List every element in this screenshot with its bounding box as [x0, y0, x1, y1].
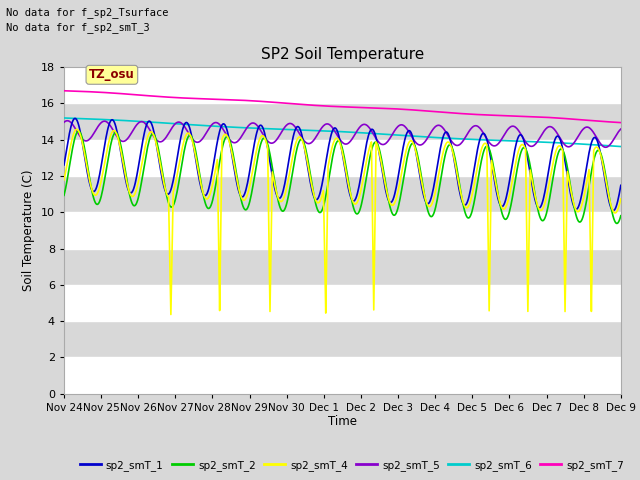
- Text: No data for f_sp2_smT_3: No data for f_sp2_smT_3: [6, 22, 150, 33]
- X-axis label: Time: Time: [328, 415, 357, 429]
- Bar: [64, 357, 621, 394]
- Y-axis label: Soil Temperature (C): Soil Temperature (C): [22, 169, 35, 291]
- Bar: [64, 212, 621, 249]
- Legend: sp2_smT_1, sp2_smT_2, sp2_smT_4, sp2_smT_5, sp2_smT_6, sp2_smT_7: sp2_smT_1, sp2_smT_2, sp2_smT_4, sp2_smT…: [76, 456, 628, 475]
- Title: SP2 Soil Temperature: SP2 Soil Temperature: [260, 47, 424, 62]
- Bar: [64, 67, 621, 104]
- Bar: [64, 285, 621, 321]
- Bar: [64, 140, 621, 176]
- Text: TZ_osu: TZ_osu: [89, 68, 135, 81]
- Text: No data for f_sp2_Tsurface: No data for f_sp2_Tsurface: [6, 7, 169, 18]
